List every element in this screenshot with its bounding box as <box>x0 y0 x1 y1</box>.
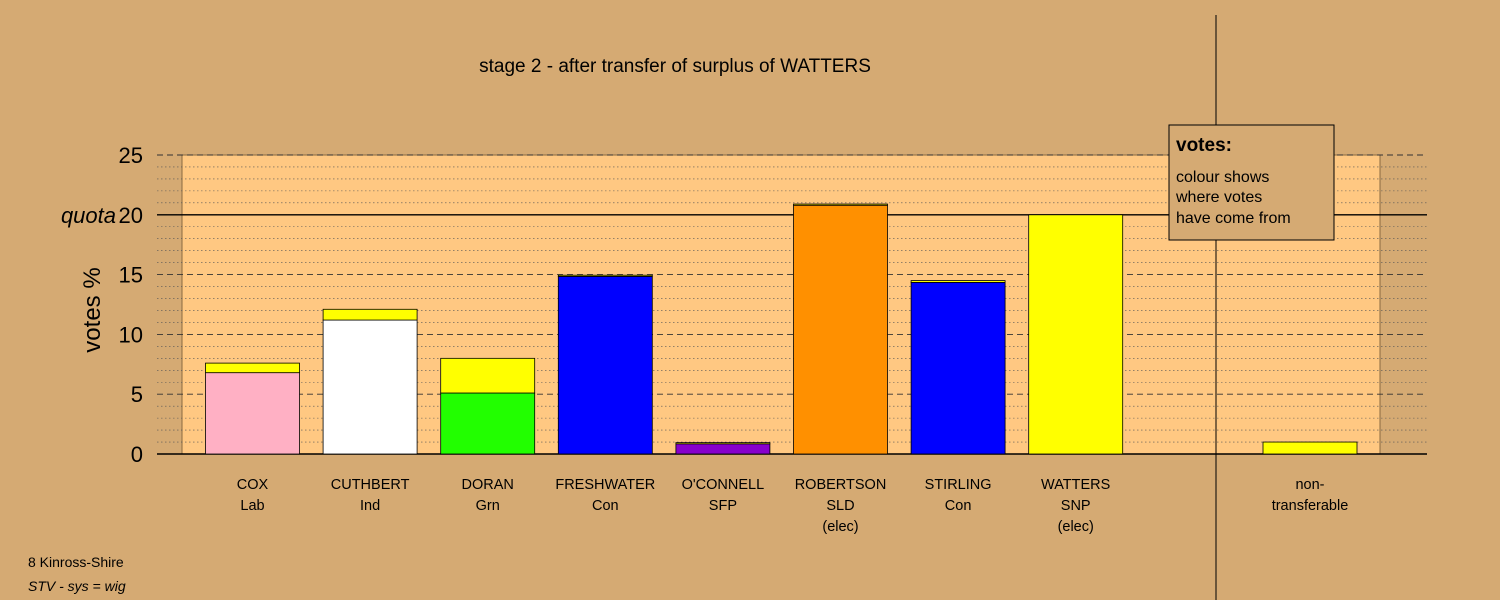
x-label-party: SNP <box>1061 498 1091 514</box>
y-tick-label: 25 <box>119 143 143 168</box>
bar-segment-freshwater-0 <box>557 275 653 455</box>
x-label-name: STIRLING <box>925 477 992 493</box>
legend-title: votes: <box>1176 135 1232 156</box>
y-tick-label: 5 <box>131 382 143 407</box>
footer-line-1: 8 Kinross-Shire <box>28 554 124 570</box>
bars <box>205 203 1358 455</box>
legend: votes: colour shows where votes have com… <box>1168 124 1335 241</box>
bar-segment-watters-0 <box>1028 214 1124 455</box>
y-tick-label: 0 <box>131 442 143 467</box>
bar-segment-cox-1 <box>205 362 300 374</box>
x-label-nontransferable-2: transferable <box>1272 498 1349 514</box>
bar-segment-stirling-0 <box>910 281 1006 455</box>
x-label-name: COX <box>237 477 269 493</box>
x-label-name: FRESHWATER <box>555 477 655 493</box>
bar-segment-doran-0 <box>440 392 536 455</box>
x-label-name: WATTERS <box>1041 477 1110 493</box>
x-label-name: ROBERTSON <box>795 477 887 493</box>
y-tick-label: 20 <box>119 203 143 228</box>
bar-segment-cuthbert-1 <box>322 308 418 321</box>
y-tick-label: 15 <box>119 263 143 288</box>
x-label-nontransferable-1: non- <box>1295 477 1324 493</box>
bar-segment-oconnell-1 <box>675 442 771 445</box>
y-axis-label: votes % <box>79 267 106 352</box>
x-label-name: O'CONNELL <box>682 477 765 493</box>
x-label-status: (elec) <box>822 519 858 535</box>
x-label-party: Con <box>592 498 619 514</box>
quota-label: quota <box>61 203 116 228</box>
bar-segment-robertson-0 <box>793 204 888 455</box>
bar-segment-nontransferable-0 <box>1262 441 1358 455</box>
legend-line-3: have come from <box>1176 210 1291 227</box>
x-label-party: Lab <box>240 498 264 514</box>
legend-line-1: colour shows <box>1176 169 1269 186</box>
bar-segment-freshwater-1 <box>557 274 653 277</box>
footer-line-2: STV - sys = wig <box>28 578 126 594</box>
x-label-party: Con <box>945 498 972 514</box>
x-label-party: SLD <box>826 498 854 514</box>
x-label-name: CUTHBERT <box>331 477 410 493</box>
x-label-party: Ind <box>360 498 380 514</box>
y-axis: 0 5 10 15 20 25 <box>119 143 143 467</box>
x-label-status: (elec) <box>1058 519 1094 535</box>
x-axis-labels: COX Lab CUTHBERT Ind DORAN Grn FRESHWATER Con O'… <box>237 477 1349 535</box>
bar-segment-oconnell-0 <box>675 443 771 455</box>
bar-segment-cox-0 <box>205 372 300 455</box>
x-label-party: SFP <box>709 498 737 514</box>
bar-segment-stirling-1 <box>910 280 1006 283</box>
y-tick-label: 10 <box>119 322 143 347</box>
legend-box <box>1168 124 1335 241</box>
bar-segment-robertson-1 <box>793 203 888 206</box>
bar-segment-cuthbert-0 <box>322 319 418 455</box>
chart-title: stage 2 - after transfer of surplus of W… <box>479 56 871 77</box>
legend-line-2: where votes <box>1175 189 1262 206</box>
x-label-name: DORAN <box>462 477 514 493</box>
x-label-party: Grn <box>476 498 500 514</box>
bar-segment-doran-1 <box>440 357 536 394</box>
